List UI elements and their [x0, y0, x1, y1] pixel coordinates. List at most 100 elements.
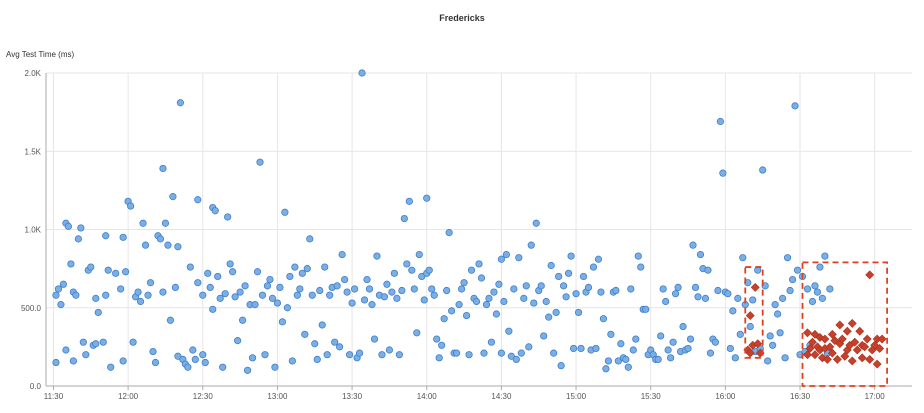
data-point [413, 329, 421, 337]
data-point [453, 349, 461, 357]
data-point-highlight [875, 344, 885, 353]
data-point [261, 351, 269, 359]
x-tick-label: 16:30 [790, 392, 811, 401]
data-point [355, 349, 364, 357]
data-point [811, 282, 819, 290]
data-point [350, 285, 359, 293]
data-point [164, 241, 172, 249]
data-point [788, 275, 797, 284]
data-point [194, 279, 202, 287]
data-point [52, 358, 60, 367]
data-point [448, 307, 456, 315]
data-point [146, 279, 155, 287]
data-point [251, 301, 259, 309]
data-point [465, 351, 473, 359]
data-point [776, 329, 784, 337]
data-point [271, 363, 279, 371]
x-tick-label: 13:00 [267, 392, 288, 401]
data-point [231, 293, 239, 301]
data-point [283, 304, 291, 312]
data-point [216, 294, 224, 302]
data-point [423, 194, 431, 202]
data-point [716, 117, 724, 126]
data-point [594, 255, 603, 263]
chart-title: Fredericks [439, 13, 485, 23]
data-point [584, 283, 593, 292]
data-point [94, 308, 102, 317]
data-point [189, 346, 197, 354]
data-point-highlight [750, 282, 760, 292]
data-point [102, 291, 110, 299]
data-point [248, 354, 257, 362]
data-point [793, 266, 802, 274]
data-point [256, 158, 264, 166]
data-point [719, 169, 727, 177]
data-point [336, 343, 344, 351]
y-tick-label: 500.0 [21, 304, 42, 313]
data-point [67, 260, 75, 268]
data-point [428, 285, 436, 293]
data-point-highlight [827, 329, 837, 339]
data-point [684, 344, 692, 353]
data-point [273, 299, 282, 307]
data-point [343, 288, 351, 296]
data-point [209, 305, 217, 313]
data-point [443, 286, 451, 295]
x-tick-label: 14:30 [491, 392, 512, 401]
data-point [281, 208, 289, 216]
data-point [706, 349, 715, 357]
data-point [405, 197, 413, 205]
data-point [166, 316, 175, 324]
data-point [477, 274, 486, 282]
data-point [370, 335, 379, 343]
data-point [122, 268, 130, 276]
data-point [818, 294, 827, 302]
data-point [485, 294, 493, 302]
data-point [724, 290, 732, 298]
data-point [308, 291, 316, 299]
data-point-highlight [745, 311, 755, 320]
data-point-highlight [803, 350, 812, 360]
data-point [500, 297, 508, 306]
data-point [637, 263, 645, 271]
data-point [562, 293, 570, 301]
y-tick-label: 1.5K [25, 147, 42, 156]
data-point [398, 286, 406, 295]
data-point [766, 332, 774, 340]
data-point-highlight [862, 334, 872, 344]
data-point [318, 321, 326, 329]
data-point [642, 305, 650, 313]
data-point [438, 341, 446, 349]
data-point [388, 288, 396, 296]
data-point-highlight [850, 337, 860, 347]
data-point [82, 351, 90, 359]
data-point [701, 294, 710, 302]
data-point [497, 255, 505, 263]
data-point [74, 235, 82, 243]
data-point [365, 285, 374, 293]
data-point [102, 232, 110, 240]
data-point [117, 285, 125, 293]
data-point [52, 291, 60, 299]
data-point [286, 272, 294, 281]
data-point [696, 250, 705, 259]
data-point [505, 327, 513, 335]
data-point [338, 250, 346, 259]
data-point-highlight [872, 359, 882, 369]
data-point [671, 290, 680, 298]
data-point [204, 269, 212, 277]
data-point [704, 266, 712, 274]
data-point [72, 291, 80, 299]
data-point [268, 294, 277, 302]
data-point [726, 344, 734, 353]
data-point [467, 266, 476, 274]
data-point [54, 285, 63, 293]
data-point [517, 349, 525, 357]
data-point [380, 293, 389, 301]
data-point [161, 219, 170, 227]
data-points [52, 69, 887, 374]
data-point-highlight [835, 320, 845, 330]
data-point [266, 275, 274, 284]
data-point [612, 286, 620, 295]
data-point [604, 357, 613, 365]
